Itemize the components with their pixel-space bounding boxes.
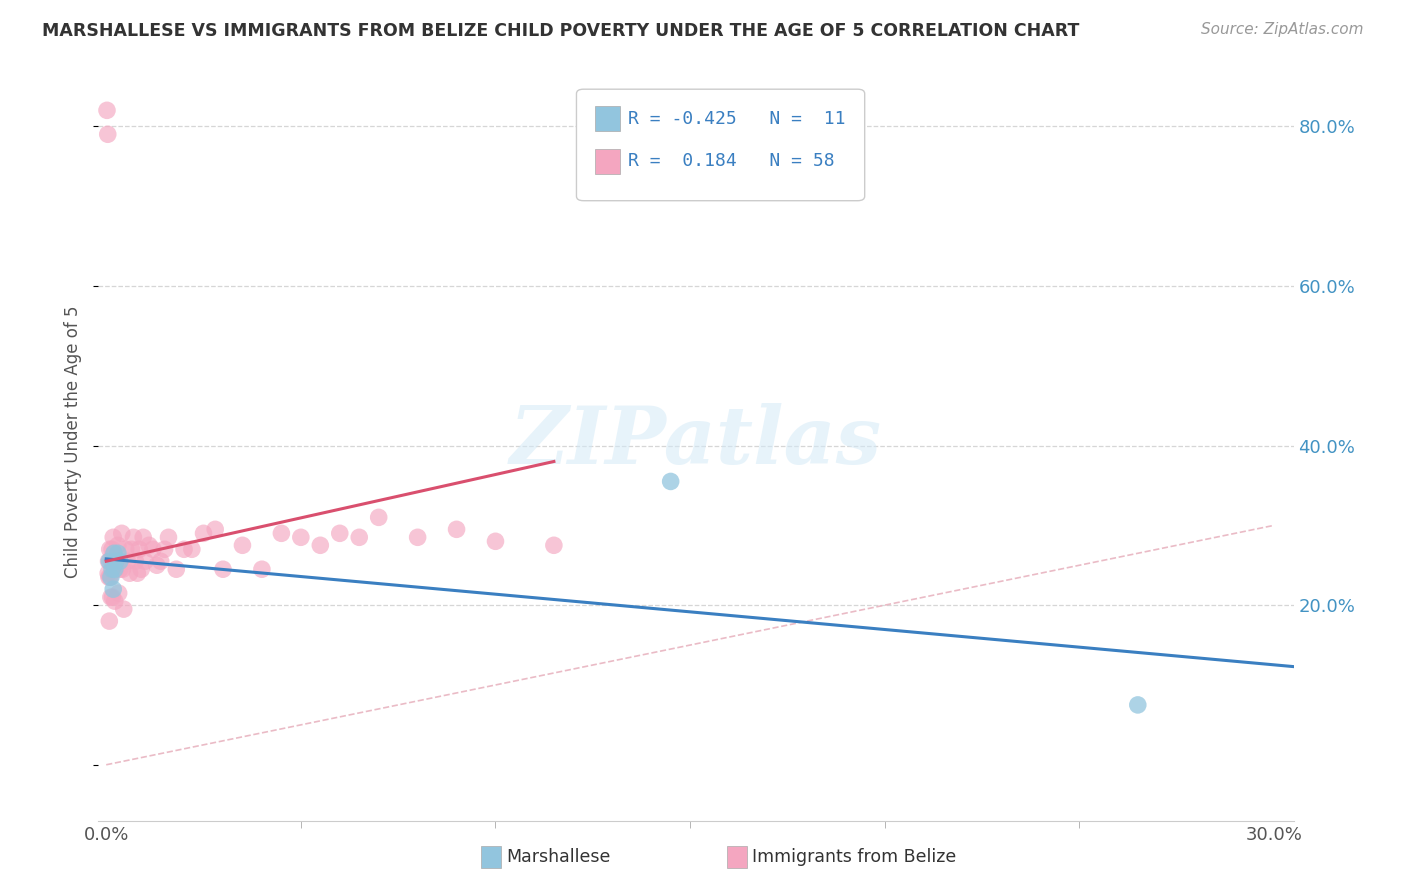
Point [659,475,682,489]
Text: MARSHALLESE VS IMMIGRANTS FROM BELIZE CHILD POVERTY UNDER THE AGE OF 5 CORRELATI: MARSHALLESE VS IMMIGRANTS FROM BELIZE CH… [42,22,1080,40]
Point [124,554,146,568]
Point [112,602,135,616]
Point [100,590,122,604]
Point [142,542,165,557]
Point [309,538,332,552]
Point [270,526,292,541]
Point [118,566,141,581]
Point [97,128,120,142]
Point [446,522,468,536]
Point [97,570,120,584]
Point [98,570,121,584]
Point [128,542,150,557]
Point [108,562,131,576]
Point [114,542,136,557]
Point [117,554,139,568]
Point [104,594,127,608]
Point [107,538,129,552]
Point [111,562,134,576]
Point [100,570,122,584]
Point [543,538,565,552]
Point [107,546,129,560]
Text: Source: ZipAtlas.com: Source: ZipAtlas.com [1201,22,1364,37]
Text: Immigrants from Belize: Immigrants from Belize [752,848,956,866]
Text: R = -0.425   N =  11: R = -0.425 N = 11 [628,110,846,128]
Text: R =  0.184   N = 58: R = 0.184 N = 58 [628,153,835,170]
Point [250,562,273,576]
Point [101,562,124,576]
Y-axis label: Child Poverty Under the Age of 5: Child Poverty Under the Age of 5 [65,305,83,578]
Text: ZIPatlas: ZIPatlas [510,403,882,480]
Point [134,554,156,568]
Point [138,538,160,552]
Point [104,554,127,568]
Point [122,530,145,544]
Point [349,530,371,544]
Point [406,530,429,544]
Point [104,562,127,576]
Point [153,542,176,557]
Point [103,582,125,597]
Point [100,554,122,568]
Point [193,526,215,541]
Point [101,590,124,604]
Point [98,554,121,568]
Point [103,546,125,560]
Point [98,614,121,628]
Point [107,586,129,600]
Point [127,566,149,581]
Point [173,542,195,557]
Point [1126,698,1149,712]
Point [204,522,226,536]
Point [103,546,125,560]
Point [165,562,187,576]
Point [290,530,312,544]
Point [367,510,389,524]
Point [157,530,180,544]
Point [329,526,352,541]
Point [129,562,152,576]
Point [121,542,143,557]
Point [212,562,235,576]
Point [132,530,155,544]
Point [96,103,118,118]
Point [97,554,120,568]
Point [108,554,131,568]
Point [103,530,125,544]
Point [180,542,202,557]
Point [104,554,127,568]
Point [111,526,134,541]
Point [146,558,169,573]
Point [484,534,506,549]
Point [149,554,172,568]
Point [101,542,124,557]
Point [231,538,253,552]
Point [104,562,127,576]
Point [98,542,121,557]
Point [97,566,120,581]
Text: Marshallese: Marshallese [506,848,610,866]
